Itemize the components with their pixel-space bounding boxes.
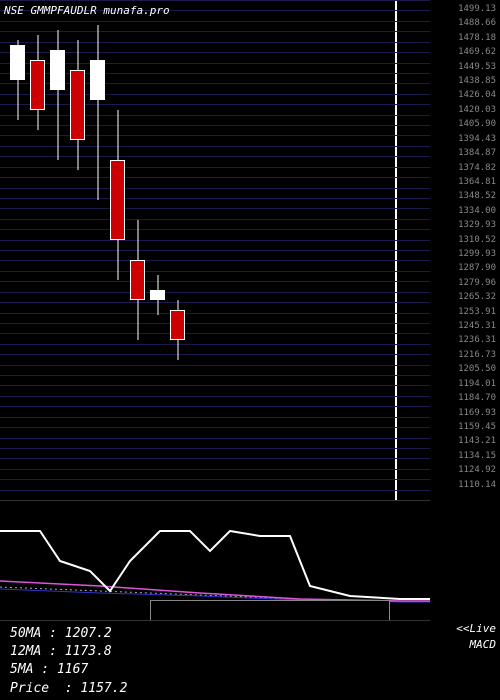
y-axis-label: 1449.53 <box>458 62 496 72</box>
macd-line <box>0 587 430 601</box>
candle <box>170 0 185 500</box>
ma12-value: 1173.8 <box>65 644 112 659</box>
candle <box>150 0 165 500</box>
y-axis-label: 1426.04 <box>458 90 496 100</box>
y-axis-label: 1169.93 <box>458 408 496 418</box>
y-axis-label: 1469.62 <box>458 47 496 57</box>
y-axis-label: 1143.21 <box>458 436 496 446</box>
y-axis-label: 1287.90 <box>458 263 496 273</box>
y-axis-labels: 1499.13 1488.66 1478.18 1469.62 1449.53 1438.… <box>430 0 500 500</box>
y-axis-label: 1488.66 <box>458 18 496 28</box>
y-axis-label: 1334.00 <box>458 206 496 216</box>
live-indicator-label: <<Live <box>456 622 496 635</box>
candle <box>130 0 145 500</box>
y-axis-label: 1438.85 <box>458 76 496 86</box>
ma50-value: 1207.2 <box>65 626 112 641</box>
y-axis-label: 1205.50 <box>458 364 496 374</box>
y-axis-label: 1134.15 <box>458 451 496 461</box>
y-axis-label: 1245.31 <box>458 321 496 331</box>
candlestick-chart <box>0 0 430 500</box>
candle <box>30 0 45 500</box>
candle <box>90 0 105 500</box>
y-axis-label: 1310.52 <box>458 235 496 245</box>
price-row: Price : 1157.2 <box>10 680 420 698</box>
y-axis-label: 1329.93 <box>458 220 496 230</box>
ma50-row: 50MA : 1207.2 <box>10 625 420 643</box>
ma5-value: 1167 <box>57 662 88 677</box>
y-axis-label: 1124.92 <box>458 465 496 475</box>
macd-indicator-label: MACD <box>470 638 497 651</box>
y-axis-label: 1420.03 <box>458 105 496 115</box>
y-axis-label: 1216.73 <box>458 350 496 360</box>
macd-line <box>0 531 430 599</box>
ma12-row: 12MA : 1173.8 <box>10 643 420 661</box>
y-axis-label: 1236.31 <box>458 335 496 345</box>
y-axis-label: 1184.70 <box>458 393 496 403</box>
y-axis-label: 1374.82 <box>458 163 496 173</box>
ma50-label: 50MA <box>10 626 41 641</box>
price-label: Price <box>10 681 49 696</box>
y-axis-label: 1394.43 <box>458 134 496 144</box>
candle <box>110 0 125 500</box>
y-axis-label: 1499.13 <box>458 4 496 14</box>
price-value: 1157.2 <box>80 681 127 696</box>
ma5-row: 5MA : 1167 <box>10 661 420 679</box>
y-axis-label: 1253.91 <box>458 307 496 317</box>
y-axis-label: 1265.32 <box>458 292 496 302</box>
y-axis-label: 1110.14 <box>458 480 496 490</box>
ma12-label: 12MA <box>10 644 41 659</box>
y-axis-label: 1159.45 <box>458 422 496 432</box>
chart-title: NSE GMMPFAUDLR munafa.pro <box>4 4 170 17</box>
y-axis-label: 1194.01 <box>458 379 496 389</box>
candle <box>10 0 25 500</box>
y-axis-label: 1348.52 <box>458 191 496 201</box>
candle <box>50 0 65 500</box>
macd-line <box>0 581 430 601</box>
stats-panel: 50MA : 1207.2 12MA : 1173.8 5MA : 1167 P… <box>0 620 430 700</box>
candle <box>70 0 85 500</box>
chart-container: NSE GMMPFAUDLR munafa.pro 1499.13 1488.66… <box>0 0 500 700</box>
y-axis-label: 1478.18 <box>458 33 496 43</box>
y-axis-label: 1384.87 <box>458 148 496 158</box>
y-axis-label: 1364.81 <box>458 177 496 187</box>
y-axis-label: 1299.93 <box>458 249 496 259</box>
y-axis-label: 1405.90 <box>458 119 496 129</box>
ma5-label: 5MA <box>10 662 33 677</box>
y-axis-label: 1279.96 <box>458 278 496 288</box>
